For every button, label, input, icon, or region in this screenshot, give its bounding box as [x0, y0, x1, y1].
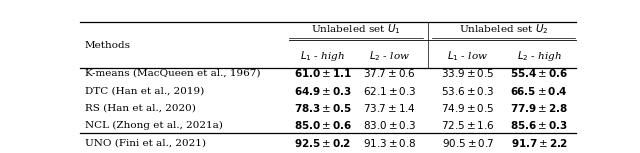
Text: $\mathbf{85.0} \pm \mathbf{0.6}$: $\mathbf{85.0} \pm \mathbf{0.6}$ [294, 119, 352, 131]
Text: $\mathbf{92.5} \pm \mathbf{0.2}$: $\mathbf{92.5} \pm \mathbf{0.2}$ [294, 137, 351, 149]
Text: $91.3 \pm 0.8$: $91.3 \pm 0.8$ [363, 137, 417, 149]
Text: $\mathbf{61.0} \pm \mathbf{1.1}$: $\mathbf{61.0} \pm \mathbf{1.1}$ [294, 67, 352, 79]
Text: $53.6 \pm 0.3$: $53.6 \pm 0.3$ [441, 85, 495, 97]
Text: RS (Han et al., 2020): RS (Han et al., 2020) [85, 104, 196, 112]
Text: K-means (MacQueen et al., 1967): K-means (MacQueen et al., 1967) [85, 69, 260, 78]
Text: $\mathbf{66.5} \pm \mathbf{0.4}$: $\mathbf{66.5} \pm \mathbf{0.4}$ [510, 85, 568, 97]
Text: $73.7 \pm 1.4$: $73.7 \pm 1.4$ [364, 102, 416, 114]
Text: $\mathbf{85.6} \pm \mathbf{0.3}$: $\mathbf{85.6} \pm \mathbf{0.3}$ [510, 119, 568, 131]
Text: DTC (Han et al., 2019): DTC (Han et al., 2019) [85, 86, 204, 95]
Text: $L_2$ - high: $L_2$ - high [516, 49, 562, 63]
Text: $L_1$ - low: $L_1$ - low [447, 49, 488, 63]
Text: UNO (Fini et al., 2021): UNO (Fini et al., 2021) [85, 138, 206, 147]
Text: $L_1$ - high: $L_1$ - high [300, 49, 346, 63]
Text: $\mathbf{78.3} \pm \mathbf{0.5}$: $\mathbf{78.3} \pm \mathbf{0.5}$ [294, 102, 352, 114]
Text: $L_2$ - low: $L_2$ - low [369, 49, 410, 63]
Text: $62.1 \pm 0.3$: $62.1 \pm 0.3$ [363, 85, 417, 97]
Text: Unlabeled set $U_2$: Unlabeled set $U_2$ [459, 23, 548, 36]
Text: NCL (Zhong et al., 2021a): NCL (Zhong et al., 2021a) [85, 121, 223, 130]
Text: Methods: Methods [85, 41, 131, 50]
Text: $72.5 \pm 1.6$: $72.5 \pm 1.6$ [441, 119, 495, 131]
Text: $\mathbf{77.9} \pm \mathbf{2.8}$: $\mathbf{77.9} \pm \mathbf{2.8}$ [510, 102, 568, 114]
Text: Unlabeled set $U_1$: Unlabeled set $U_1$ [312, 23, 401, 36]
Text: $33.9 \pm 0.5$: $33.9 \pm 0.5$ [441, 67, 495, 79]
Text: $\mathbf{64.9} \pm \mathbf{0.3}$: $\mathbf{64.9} \pm \mathbf{0.3}$ [294, 85, 352, 97]
Text: $83.0 \pm 0.3$: $83.0 \pm 0.3$ [363, 119, 417, 131]
Text: $\mathbf{91.7} \pm \mathbf{2.2}$: $\mathbf{91.7} \pm \mathbf{2.2}$ [511, 137, 568, 149]
Text: $\mathbf{55.4} \pm \mathbf{0.6}$: $\mathbf{55.4} \pm \mathbf{0.6}$ [510, 67, 568, 79]
Text: $74.9 \pm 0.5$: $74.9 \pm 0.5$ [441, 102, 495, 114]
Text: $90.5 \pm 0.7$: $90.5 \pm 0.7$ [442, 137, 494, 149]
Text: $37.7 \pm 0.6$: $37.7 \pm 0.6$ [364, 67, 416, 79]
